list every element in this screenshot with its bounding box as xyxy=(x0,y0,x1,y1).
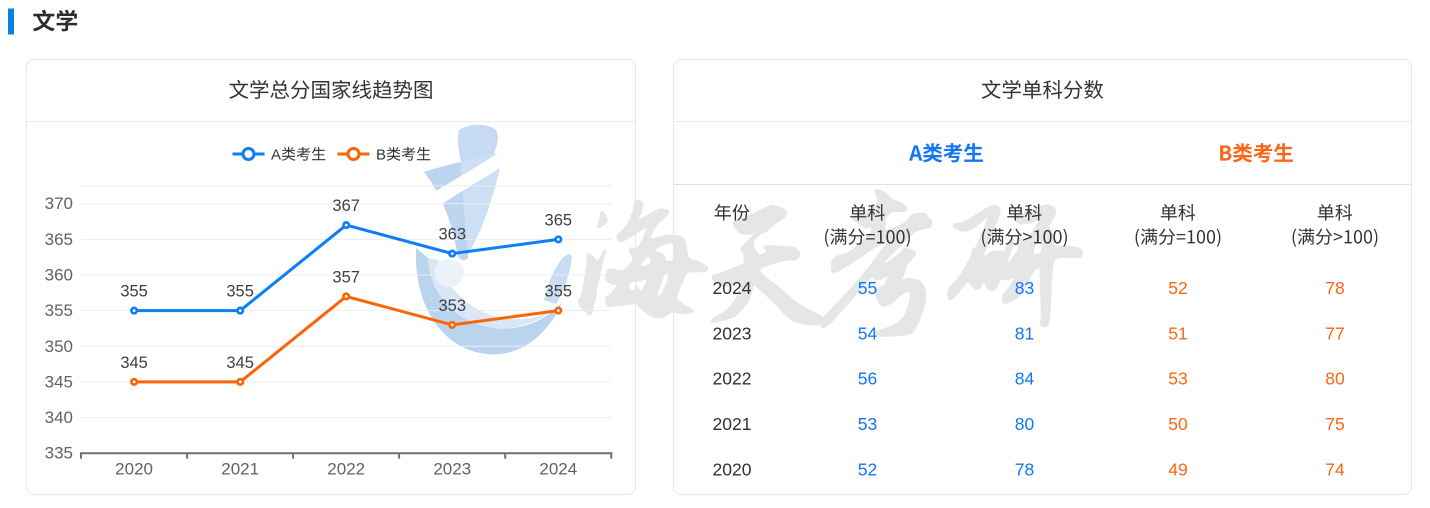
svg-text:56: 56 xyxy=(858,369,877,389)
svg-text:2022: 2022 xyxy=(713,369,752,389)
svg-text:78: 78 xyxy=(1015,459,1034,479)
svg-text:365: 365 xyxy=(545,211,573,229)
svg-text:A: A xyxy=(271,146,281,163)
svg-text:77: 77 xyxy=(1325,323,1344,343)
svg-text:355: 355 xyxy=(120,283,148,301)
svg-text:340: 340 xyxy=(45,408,73,427)
svg-text:50: 50 xyxy=(1168,414,1188,434)
svg-text:355: 355 xyxy=(545,283,573,301)
svg-text:80: 80 xyxy=(1015,414,1035,434)
svg-text:53: 53 xyxy=(858,414,877,434)
svg-text:2024: 2024 xyxy=(539,460,577,479)
svg-text:51: 51 xyxy=(1168,323,1187,343)
svg-text:350: 350 xyxy=(45,337,73,356)
svg-text:2021: 2021 xyxy=(221,460,259,479)
svg-text:345: 345 xyxy=(120,354,148,372)
svg-text:365: 365 xyxy=(45,230,73,249)
svg-text:2024: 2024 xyxy=(713,278,752,298)
svg-text:B: B xyxy=(376,146,386,163)
svg-text:74: 74 xyxy=(1325,459,1345,479)
svg-text:55: 55 xyxy=(858,278,877,298)
svg-text:81: 81 xyxy=(1015,323,1034,343)
svg-text:49: 49 xyxy=(1168,459,1187,479)
svg-text:363: 363 xyxy=(438,226,466,244)
svg-text:2023: 2023 xyxy=(433,460,471,479)
svg-text:2020: 2020 xyxy=(115,460,153,479)
svg-text:2020: 2020 xyxy=(713,459,752,479)
svg-text:80: 80 xyxy=(1325,369,1345,389)
svg-text:75: 75 xyxy=(1325,414,1344,434)
svg-text:78: 78 xyxy=(1325,278,1344,298)
svg-text:353: 353 xyxy=(438,297,466,315)
svg-text:367: 367 xyxy=(332,197,360,215)
svg-text:2022: 2022 xyxy=(327,460,365,479)
svg-text:52: 52 xyxy=(858,459,877,479)
svg-text:357: 357 xyxy=(332,268,360,286)
svg-text:370: 370 xyxy=(45,194,73,213)
svg-text:53: 53 xyxy=(1168,369,1187,389)
svg-text:355: 355 xyxy=(45,301,73,320)
svg-text:360: 360 xyxy=(45,266,73,285)
svg-text:345: 345 xyxy=(226,354,254,372)
svg-text:345: 345 xyxy=(45,372,73,391)
svg-text:335: 335 xyxy=(45,444,73,463)
svg-text:355: 355 xyxy=(226,283,254,301)
svg-text:52: 52 xyxy=(1168,278,1187,298)
svg-text:2021: 2021 xyxy=(713,414,752,434)
svg-text:54: 54 xyxy=(858,323,878,343)
svg-text:2023: 2023 xyxy=(713,323,752,343)
svg-text:84: 84 xyxy=(1015,369,1035,389)
svg-text:83: 83 xyxy=(1015,278,1034,298)
